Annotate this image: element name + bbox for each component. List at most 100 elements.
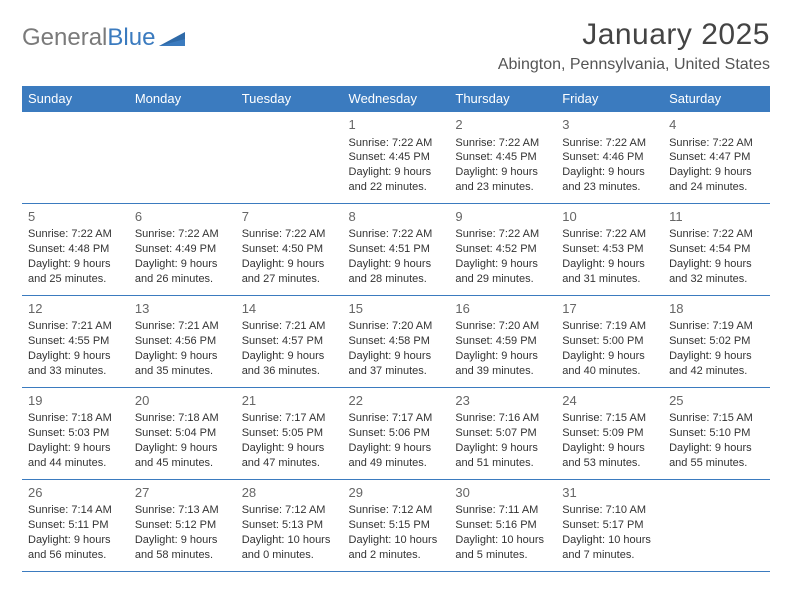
- day-sunrise: Sunrise: 7:22 AM: [349, 136, 444, 151]
- day-sunrise: Sunrise: 7:22 AM: [669, 136, 764, 151]
- weekday-header: Friday: [556, 86, 663, 112]
- day-sunset: Sunset: 5:07 PM: [455, 426, 550, 441]
- day-sunset: Sunset: 4:52 PM: [455, 242, 550, 257]
- logo-triangle-icon: [159, 25, 185, 53]
- day-daylight2: and 53 minutes.: [562, 456, 657, 471]
- day-sunrise: Sunrise: 7:15 AM: [669, 411, 764, 426]
- calendar-cell: 26Sunrise: 7:14 AMSunset: 5:11 PMDayligh…: [22, 479, 129, 571]
- calendar-cell: 21Sunrise: 7:17 AMSunset: 5:05 PMDayligh…: [236, 387, 343, 479]
- day-daylight2: and 23 minutes.: [562, 180, 657, 195]
- calendar-cell: 9Sunrise: 7:22 AMSunset: 4:52 PMDaylight…: [449, 203, 556, 295]
- day-sunrise: Sunrise: 7:19 AM: [562, 319, 657, 334]
- day-number: 2: [455, 116, 550, 134]
- calendar-cell: 18Sunrise: 7:19 AMSunset: 5:02 PMDayligh…: [663, 295, 770, 387]
- day-sunrise: Sunrise: 7:22 AM: [562, 136, 657, 151]
- day-daylight2: and 37 minutes.: [349, 364, 444, 379]
- day-daylight1: Daylight: 9 hours: [669, 257, 764, 272]
- day-daylight1: Daylight: 9 hours: [135, 349, 230, 364]
- day-daylight1: Daylight: 9 hours: [669, 441, 764, 456]
- calendar-cell: 27Sunrise: 7:13 AMSunset: 5:12 PMDayligh…: [129, 479, 236, 571]
- day-daylight1: Daylight: 9 hours: [349, 349, 444, 364]
- calendar-body: 1Sunrise: 7:22 AMSunset: 4:45 PMDaylight…: [22, 112, 770, 572]
- day-daylight1: Daylight: 9 hours: [455, 349, 550, 364]
- day-daylight1: Daylight: 9 hours: [455, 441, 550, 456]
- day-daylight2: and 35 minutes.: [135, 364, 230, 379]
- day-sunset: Sunset: 4:45 PM: [455, 150, 550, 165]
- day-daylight2: and 28 minutes.: [349, 272, 444, 287]
- day-number: 13: [135, 300, 230, 318]
- location-text: Abington, Pennsylvania, United States: [498, 56, 770, 74]
- day-daylight2: and 51 minutes.: [455, 456, 550, 471]
- day-daylight2: and 55 minutes.: [669, 456, 764, 471]
- day-sunrise: Sunrise: 7:11 AM: [455, 503, 550, 518]
- weekday-header: Monday: [129, 86, 236, 112]
- day-sunset: Sunset: 4:46 PM: [562, 150, 657, 165]
- calendar-row: 5Sunrise: 7:22 AMSunset: 4:48 PMDaylight…: [22, 203, 770, 295]
- calendar-row: 26Sunrise: 7:14 AMSunset: 5:11 PMDayligh…: [22, 479, 770, 571]
- day-sunrise: Sunrise: 7:22 AM: [455, 136, 550, 151]
- calendar-cell: 2 Sunrise: 7:22 AMSunset: 4:45 PMDaylight…: [449, 112, 556, 204]
- day-daylight1: Daylight: 9 hours: [349, 257, 444, 272]
- day-daylight2: and 36 minutes.: [242, 364, 337, 379]
- day-number: 6: [135, 208, 230, 226]
- day-number: 28: [242, 484, 337, 502]
- calendar-row: 12Sunrise: 7:21 AMSunset: 4:55 PMDayligh…: [22, 295, 770, 387]
- day-daylight1: Daylight: 9 hours: [242, 349, 337, 364]
- day-daylight2: and 56 minutes.: [28, 548, 123, 563]
- day-daylight1: Daylight: 9 hours: [669, 349, 764, 364]
- day-daylight2: and 49 minutes.: [349, 456, 444, 471]
- day-number: 10: [562, 208, 657, 226]
- day-number: 7: [242, 208, 337, 226]
- calendar-cell: 11Sunrise: 7:22 AMSunset: 4:54 PMDayligh…: [663, 203, 770, 295]
- weekday-header: Saturday: [663, 86, 770, 112]
- weekday-header: Sunday: [22, 86, 129, 112]
- day-sunset: Sunset: 4:59 PM: [455, 334, 550, 349]
- day-daylight2: and 45 minutes.: [135, 456, 230, 471]
- day-sunrise: Sunrise: 7:15 AM: [562, 411, 657, 426]
- day-sunset: Sunset: 4:50 PM: [242, 242, 337, 257]
- day-sunrise: Sunrise: 7:18 AM: [135, 411, 230, 426]
- weekday-row: SundayMondayTuesdayWednesdayThursdayFrid…: [22, 86, 770, 112]
- day-sunset: Sunset: 4:49 PM: [135, 242, 230, 257]
- day-daylight2: and 44 minutes.: [28, 456, 123, 471]
- day-daylight2: and 29 minutes.: [455, 272, 550, 287]
- day-daylight2: and 7 minutes.: [562, 548, 657, 563]
- day-daylight2: and 39 minutes.: [455, 364, 550, 379]
- weekday-header: Wednesday: [343, 86, 450, 112]
- day-daylight1: Daylight: 9 hours: [28, 349, 123, 364]
- day-daylight2: and 47 minutes.: [242, 456, 337, 471]
- calendar-cell: 29Sunrise: 7:12 AMSunset: 5:15 PMDayligh…: [343, 479, 450, 571]
- day-sunset: Sunset: 5:02 PM: [669, 334, 764, 349]
- day-daylight2: and 2 minutes.: [349, 548, 444, 563]
- day-number: 8: [349, 208, 444, 226]
- day-sunset: Sunset: 5:00 PM: [562, 334, 657, 349]
- day-sunset: Sunset: 4:54 PM: [669, 242, 764, 257]
- day-number: 29: [349, 484, 444, 502]
- day-number: 27: [135, 484, 230, 502]
- day-daylight1: Daylight: 10 hours: [562, 533, 657, 548]
- day-daylight1: Daylight: 9 hours: [562, 165, 657, 180]
- day-sunset: Sunset: 5:10 PM: [669, 426, 764, 441]
- day-number: 21: [242, 392, 337, 410]
- calendar-cell: 5Sunrise: 7:22 AMSunset: 4:48 PMDaylight…: [22, 203, 129, 295]
- day-daylight1: Daylight: 9 hours: [455, 165, 550, 180]
- day-sunset: Sunset: 4:53 PM: [562, 242, 657, 257]
- day-sunrise: Sunrise: 7:22 AM: [135, 227, 230, 242]
- day-daylight1: Daylight: 9 hours: [135, 533, 230, 548]
- day-sunrise: Sunrise: 7:21 AM: [242, 319, 337, 334]
- day-sunrise: Sunrise: 7:22 AM: [455, 227, 550, 242]
- day-number: 5: [28, 208, 123, 226]
- day-daylight1: Daylight: 10 hours: [455, 533, 550, 548]
- calendar-cell: 24Sunrise: 7:15 AMSunset: 5:09 PMDayligh…: [556, 387, 663, 479]
- day-sunrise: Sunrise: 7:12 AM: [349, 503, 444, 518]
- day-daylight1: Daylight: 9 hours: [562, 441, 657, 456]
- calendar-cell: 22Sunrise: 7:17 AMSunset: 5:06 PMDayligh…: [343, 387, 450, 479]
- day-sunrise: Sunrise: 7:18 AM: [28, 411, 123, 426]
- logo-text-blue: Blue: [107, 24, 155, 52]
- day-number: 25: [669, 392, 764, 410]
- title-block: January 2025 Abington, Pennsylvania, Uni…: [498, 18, 770, 84]
- day-sunrise: Sunrise: 7:22 AM: [242, 227, 337, 242]
- day-number: 20: [135, 392, 230, 410]
- day-daylight1: Daylight: 9 hours: [28, 441, 123, 456]
- calendar-cell: 23Sunrise: 7:16 AMSunset: 5:07 PMDayligh…: [449, 387, 556, 479]
